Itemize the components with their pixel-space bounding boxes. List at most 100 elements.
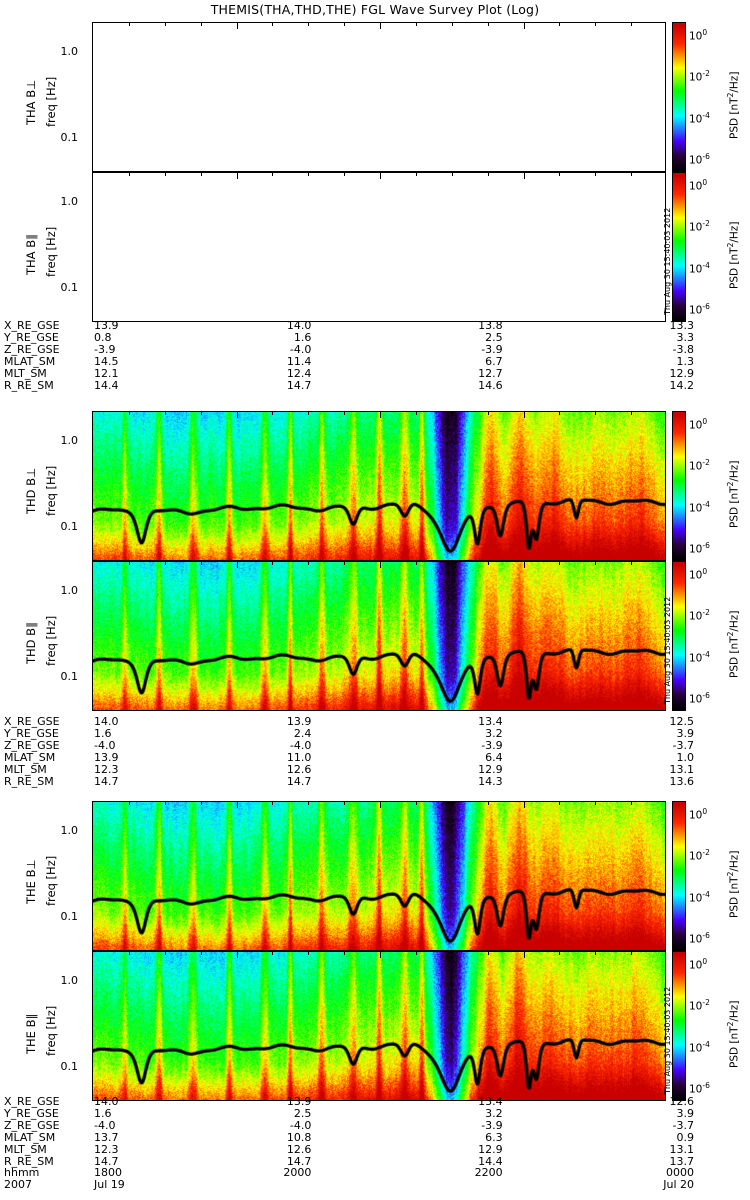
ephemeris-table-tha: X_RE_GSE 13.9 14.0 13.8 13.3 Y_RE_GSE 0.8 1.6 2.… xyxy=(4,320,750,400)
ephemeris-value: 13.1 xyxy=(669,1142,695,1156)
colorbar xyxy=(672,561,686,711)
ephemeris-value: 14.0 xyxy=(94,1095,119,1108)
x-minor-tick xyxy=(451,952,453,955)
ephemeris-value: 14.0 xyxy=(286,319,312,332)
spectrogram-panel-tha-bperp xyxy=(92,22,666,172)
y-major-tick xyxy=(665,442,666,443)
y-major-tick xyxy=(92,53,93,54)
y-major-tick xyxy=(665,832,666,833)
y-tick-label: 0.1 xyxy=(60,1059,79,1073)
x-minor-tick xyxy=(559,173,561,176)
x-minor-tick xyxy=(559,562,561,565)
y-minor-tick xyxy=(665,152,666,153)
y-minor-tick xyxy=(92,704,93,705)
y-minor-tick xyxy=(92,866,93,867)
y-minor-tick xyxy=(92,944,93,945)
generation-timestamp: Thu Aug 30 15:40:03 2012 xyxy=(663,207,672,315)
x-minor-tick xyxy=(595,412,597,415)
colorbar-tick-exponent: 0 xyxy=(702,956,708,966)
x-minor-tick xyxy=(200,412,202,415)
ephemeris-value: 0.8 xyxy=(94,330,112,344)
y-minor-tick xyxy=(92,547,93,548)
x-minor-tick xyxy=(200,802,202,805)
colorbar-label-text: PSD [nT xyxy=(728,97,741,139)
y-minor-tick xyxy=(665,851,666,852)
colorbar-gradient xyxy=(673,23,685,171)
y-minor-tick xyxy=(92,931,93,932)
ephemeris-value: 12.6 xyxy=(669,1095,695,1108)
colorbar-tick-label: 10-4 xyxy=(689,500,710,515)
ephemeris-row-label: MLT_SM xyxy=(4,762,47,776)
ephemeris-row-label: MLAT_SM xyxy=(4,750,56,764)
ephemeris-row-label: Z_RE_GSE xyxy=(4,1118,60,1132)
y-axis-unit: freq [Hz] xyxy=(44,226,58,277)
x-major-tick xyxy=(237,710,238,711)
colorbar xyxy=(672,411,686,561)
panel-label-tha: THA B∥ xyxy=(24,234,38,275)
y-major-tick xyxy=(92,442,93,443)
y-minor-tick xyxy=(92,851,93,852)
y-minor-tick xyxy=(665,165,666,166)
colorbar-tick-label: 100 xyxy=(689,178,707,193)
date-label: Jul 20 xyxy=(663,1178,694,1192)
colorbar-tick-mantissa: 10 xyxy=(689,610,703,623)
colorbar-tick-label: 10-6 xyxy=(689,1081,710,1096)
colorbar-label-tail: /Hz] xyxy=(728,1000,741,1022)
y-minor-tick xyxy=(92,691,93,692)
colorbar-label-tail: /Hz] xyxy=(728,221,741,243)
y-minor-tick xyxy=(92,1007,93,1008)
colorbar-label-exponent: 2 xyxy=(726,871,735,877)
y-axis-unit: freq [Hz] xyxy=(44,1005,58,1056)
y-minor-tick xyxy=(92,926,93,927)
colorbar-gradient xyxy=(673,802,685,950)
x-minor-tick xyxy=(308,562,310,565)
colorbar-tick-exponent: -6 xyxy=(702,930,710,940)
y-minor-tick xyxy=(665,98,666,99)
y-major-tick xyxy=(92,289,93,290)
x-minor-tick xyxy=(595,173,597,176)
x-minor-tick xyxy=(595,802,597,805)
ephemeris-value: 13.4 xyxy=(478,1095,503,1108)
ephemeris-value: 13.9 xyxy=(286,1095,312,1108)
ephemeris-row-label: Y_RE_GSE xyxy=(4,726,59,740)
colorbar-label-tail: /Hz] xyxy=(728,460,741,482)
ephemeris-value: 14.7 xyxy=(94,1154,119,1168)
y-minor-tick xyxy=(92,995,93,996)
colorbar-tick-mantissa: 10 xyxy=(689,460,703,473)
colorbar-tick-mantissa: 10 xyxy=(689,933,703,946)
y-minor-tick xyxy=(92,840,93,841)
x-major-tick xyxy=(236,23,238,29)
x-minor-tick xyxy=(451,173,453,176)
ephemeris-value: 3.9 xyxy=(676,1106,695,1120)
x-minor-tick xyxy=(631,802,633,805)
time-axis-label: hhmm xyxy=(4,1166,40,1180)
y-minor-tick xyxy=(665,866,666,867)
y-minor-tick xyxy=(665,467,666,468)
x-major-tick xyxy=(236,952,238,958)
colorbar-label-text: PSD [nT xyxy=(728,1026,741,1068)
colorbar-tick-exponent: -4 xyxy=(702,889,710,899)
ephemeris-value: -4.0 xyxy=(289,342,312,356)
ephemeris-value: 1.0 xyxy=(676,750,695,764)
colorbar-tick-label: 10-6 xyxy=(689,931,710,946)
ephemeris-value: 11.4 xyxy=(286,354,312,368)
y-minor-tick xyxy=(665,532,666,533)
y-minor-tick xyxy=(92,877,93,878)
colorbar-tick-mantissa: 10 xyxy=(689,221,703,234)
x-minor-tick xyxy=(128,173,130,176)
y-major-tick xyxy=(92,139,93,140)
colorbar-tick-exponent: -2 xyxy=(702,608,710,618)
x-minor-tick xyxy=(415,562,417,565)
y-major-tick xyxy=(92,982,93,983)
colorbar-tick-label: 10-4 xyxy=(689,111,710,126)
colorbar-tick-label: 100 xyxy=(689,957,707,972)
colorbar-tick-mantissa: 10 xyxy=(689,304,703,317)
y-minor-tick xyxy=(92,985,93,986)
colorbar-tick-label: 10-6 xyxy=(689,541,710,556)
ephemeris-row-label: MLT_SM xyxy=(4,1142,47,1156)
y-major-tick xyxy=(665,982,666,983)
ephemeris-value: 12.3 xyxy=(94,762,119,776)
colorbar-tick-mantissa: 10 xyxy=(689,569,703,582)
time-axis-row: hhmm 1800 2000 2200 0000 2007 Jul 19 Jul 20 xyxy=(4,1167,750,1197)
spectrogram-image xyxy=(93,562,665,710)
